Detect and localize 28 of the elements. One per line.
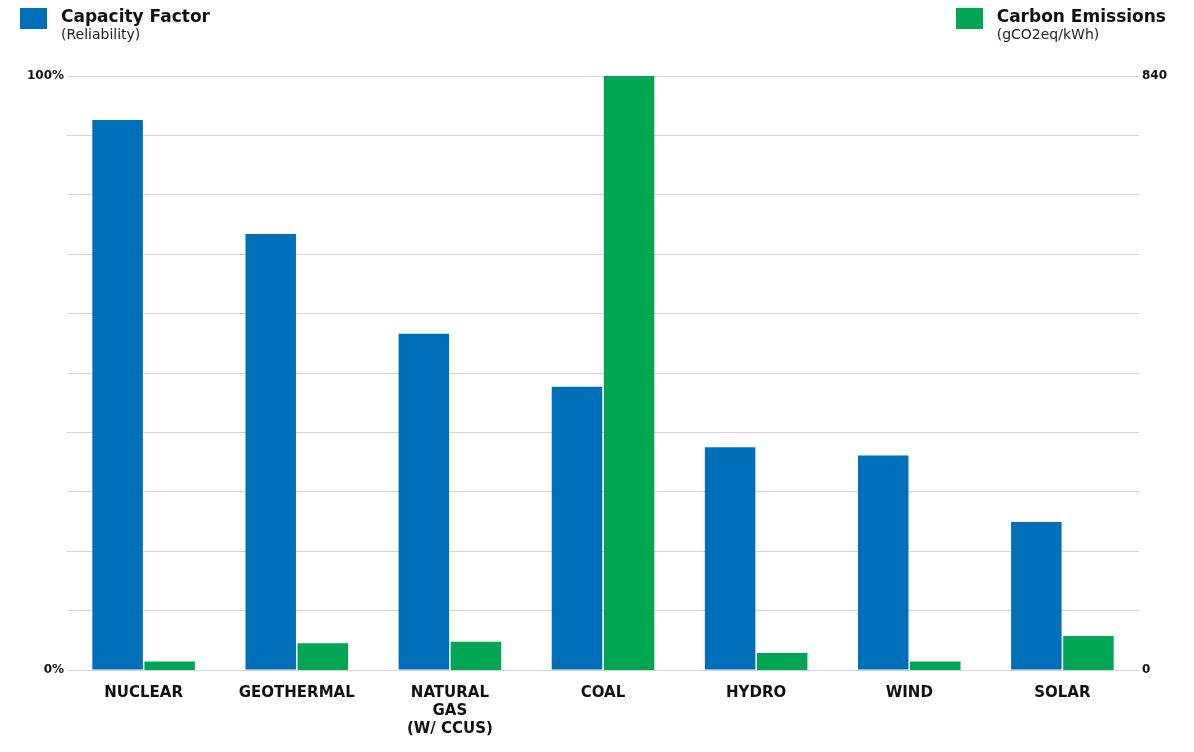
x-tick-label: GEOTHERMAL: [238, 682, 356, 701]
x-tick-label: NUCLEAR: [104, 682, 184, 701]
bar: [1011, 522, 1062, 670]
x-tick-label: COAL: [580, 682, 626, 701]
y-axis-title: (Reliability): [61, 26, 142, 42]
bar: [910, 661, 961, 670]
bar: [857, 455, 909, 670]
bar: [92, 119, 143, 670]
bar: [398, 333, 450, 670]
bar: [144, 661, 195, 670]
y2-tick-label: 840: [1141, 68, 1168, 83]
y-tick-label: 100%: [26, 68, 65, 83]
bar: [603, 76, 655, 670]
legend-label: Carbon Emissions: [996, 6, 1166, 26]
bar: [1063, 636, 1114, 670]
y-tick-label: 0%: [43, 662, 65, 677]
legend-label: Capacity Factor: [61, 6, 210, 26]
bar: [450, 641, 502, 670]
y2-tick-label: 0: [1141, 662, 1151, 677]
bar: [756, 653, 808, 670]
x-tick-label: WIND: [885, 682, 933, 701]
x-tick-label: NATURAL GAS (W/ CCUS): [406, 682, 493, 737]
x-tick-label: SOLAR: [1034, 682, 1091, 701]
y2-axis-title: (gCO2eq/kWh): [996, 26, 1101, 42]
x-tick-label: HYDRO: [726, 682, 787, 701]
bar: [245, 234, 296, 670]
bar: [704, 447, 756, 670]
bar: [297, 643, 349, 670]
